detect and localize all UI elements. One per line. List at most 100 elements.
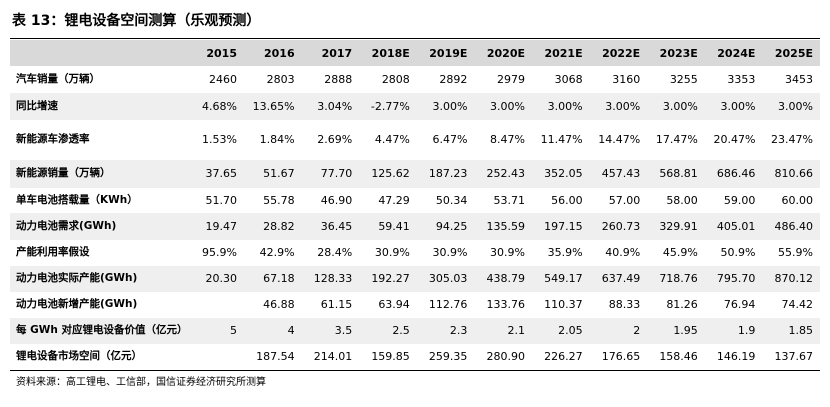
cell-value: 3353 xyxy=(727,72,756,86)
cell-value: 95.9% xyxy=(202,246,237,259)
cell-value: 158.46 xyxy=(659,350,698,363)
cell-value: 37.65 xyxy=(205,167,238,180)
column-header: 2017 xyxy=(321,47,353,60)
cell-value: 795.70 xyxy=(716,272,756,285)
cell-value: 46.88 xyxy=(263,298,295,311)
cell-value: 146.19 xyxy=(716,350,756,363)
cell-value: 28.4% xyxy=(317,246,353,259)
cell-value: 133.76 xyxy=(486,298,526,311)
cell-value: 3160 xyxy=(612,72,641,86)
cell-value: 1.84% xyxy=(259,133,295,146)
cell-value: 3255 xyxy=(669,72,698,86)
column-header: 2022E xyxy=(602,47,641,60)
cell-value: 637.49 xyxy=(601,272,641,285)
cell-value: 2.1 xyxy=(507,324,526,337)
cell-value: 2808 xyxy=(381,72,410,86)
row-label: 动力电池需求(GWh) xyxy=(16,219,117,232)
cell-value: 260.73 xyxy=(601,219,641,233)
cell-value: 2979 xyxy=(497,72,525,86)
cell-value: 1.95 xyxy=(673,324,698,337)
cell-value: 53.71 xyxy=(493,193,526,207)
cell-value: 67.18 xyxy=(263,272,295,285)
cell-value: 176.65 xyxy=(601,350,641,363)
cell-value: 2888 xyxy=(324,72,353,86)
cell-value: 51.67 xyxy=(263,167,295,180)
cell-value: 4.68% xyxy=(202,99,237,113)
cell-value: 45.9% xyxy=(662,246,698,259)
cell-value: 259.35 xyxy=(428,350,468,363)
cell-value: 486.40 xyxy=(774,219,814,233)
cell-value: 13.65% xyxy=(252,99,295,113)
row-label: 单车电池搭载量（KWh） xyxy=(16,193,138,206)
column-header: 2020E xyxy=(486,47,525,60)
column-header: 2021E xyxy=(544,47,583,60)
cell-value: 30.9% xyxy=(432,246,468,259)
cell-value: -2.77% xyxy=(370,99,410,113)
cell-value: 74.42 xyxy=(781,298,814,311)
cell-value: 30.9% xyxy=(490,246,525,259)
column-header: 2023E xyxy=(659,47,698,60)
cell-value: 4.47% xyxy=(374,133,410,146)
cell-value: 438.79 xyxy=(486,272,526,285)
cell-value: 36.45 xyxy=(320,219,353,233)
column-header: 2015 xyxy=(206,47,237,60)
cell-value: 457.43 xyxy=(601,167,641,180)
cell-value: 81.26 xyxy=(666,298,698,311)
row-label: 汽车销量（万辆） xyxy=(16,72,100,85)
row-bg xyxy=(10,318,820,344)
cell-value: 40.9% xyxy=(605,246,641,259)
row-label: 每 GWh 对应锂电设备价值（亿元） xyxy=(16,324,188,336)
row-label: 同比增速 xyxy=(16,99,58,112)
column-header: 2018E xyxy=(371,47,410,60)
cell-value: 8.47% xyxy=(490,133,525,146)
cell-value: 55.9% xyxy=(778,246,813,259)
title: 表 13：锂电设备空间测算（乐观预测） xyxy=(12,13,261,29)
cell-value: 125.62 xyxy=(371,167,410,180)
column-header: 2016 xyxy=(263,47,295,60)
cell-value: 57.00 xyxy=(608,193,641,207)
title-rule xyxy=(10,38,820,39)
cell-value: 2.69% xyxy=(317,133,353,146)
cell-value: 88.33 xyxy=(608,298,641,311)
cell-value: 159.85 xyxy=(371,350,410,363)
cell-value: 112.76 xyxy=(428,298,468,311)
cell-value: 51.70 xyxy=(205,193,238,207)
cell-value: 718.76 xyxy=(659,272,698,285)
cell-value: 20.30 xyxy=(205,272,238,285)
cell-value: 94.25 xyxy=(435,219,468,233)
cell-value: 192.27 xyxy=(371,272,410,285)
cell-value: 50.9% xyxy=(720,246,756,259)
cell-value: 30.9% xyxy=(374,246,410,259)
row-label: 动力电池实际产能(GWh) xyxy=(16,272,138,284)
cell-value: 2.05 xyxy=(558,324,583,337)
cell-value: 56.00 xyxy=(551,193,583,207)
cell-value: 870.12 xyxy=(774,272,814,285)
cell-value: 3.00% xyxy=(662,99,698,113)
row-label: 新能源车渗透率 xyxy=(16,133,90,145)
cell-value: 137.67 xyxy=(774,350,814,363)
cell-value: 2.5 xyxy=(392,324,410,337)
cell-value: 405.01 xyxy=(716,219,756,233)
cell-value: 23.47% xyxy=(771,133,813,146)
cell-value: 63.94 xyxy=(378,298,410,311)
cell-value: 3.00% xyxy=(432,99,468,113)
bottom-rule xyxy=(10,370,820,371)
cell-value: 128.33 xyxy=(313,272,353,285)
cell-value: 77.70 xyxy=(320,167,353,180)
row-bg xyxy=(10,93,820,120)
cell-value: 3.00% xyxy=(778,99,813,113)
cell-value: 3453 xyxy=(785,72,813,86)
row-label: 新能源销量（万辆） xyxy=(16,167,111,179)
cell-value: 28.82 xyxy=(263,219,295,233)
cell-value: 197.15 xyxy=(544,219,583,233)
cell-value: 329.91 xyxy=(659,219,698,233)
cell-value: 226.27 xyxy=(544,350,583,363)
header-bg xyxy=(10,40,820,66)
cell-value: 3.5 xyxy=(334,324,353,337)
source: 资料来源：高工锂电、工信部，国信证券经济研究所测算 xyxy=(16,377,266,388)
column-header: 2019E xyxy=(429,47,468,60)
cell-value: 568.81 xyxy=(659,167,698,180)
cell-value: 2892 xyxy=(439,72,468,86)
cell-value: 187.23 xyxy=(428,167,468,180)
